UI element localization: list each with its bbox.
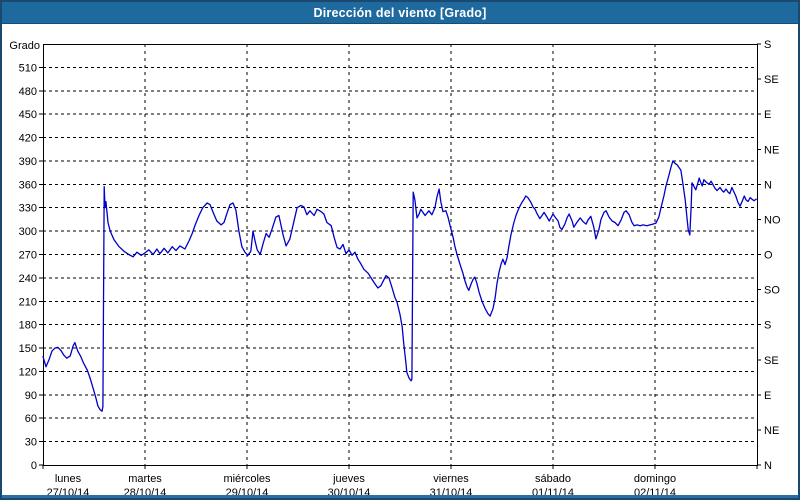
y-tick-label: 240 [19,273,37,285]
y-tick-label: 90 [25,390,37,402]
day-name-label: martes [128,473,162,485]
bottom-frame-strip [2,495,798,498]
y-tick-label: 120 [19,366,37,378]
y-tick-label: 60 [25,413,37,425]
compass-label: S [764,320,771,332]
day-date-label: 27/10/14 [47,487,90,499]
chart-title: Dirección del viento [Grado] [313,5,487,20]
y-tick-label: 420 [19,133,37,145]
wind-direction-line [42,160,757,412]
compass-label: N [764,460,772,472]
day-date-label: 30/10/14 [328,487,371,499]
y-tick-label: 330 [19,203,37,215]
y-axis-title: Grado [9,40,40,52]
compass-label: SO [764,285,780,297]
y-tick-label: 300 [19,226,37,238]
day-date-label: 28/10/14 [124,487,167,499]
day-name-label: domingo [634,473,676,485]
compass-label: O [764,250,773,262]
y-tick-label: 450 [19,109,37,121]
compass-label: E [764,390,771,402]
y-tick-label: 390 [19,156,37,168]
y-tick-label: 0 [31,460,37,472]
y-tick-label: 480 [19,86,37,98]
compass-label: NE [764,144,779,156]
day-name-label: miércoles [223,473,271,485]
compass-label: N [764,179,772,191]
y-tick-label: 180 [19,320,37,332]
day-date-label: 02/11/14 [634,487,676,499]
y-tick-label: 360 [19,179,37,191]
compass-label: NE [764,425,779,437]
day-date-label: 01/11/14 [532,487,574,499]
title-bar: Dirección del viento [Grado] [2,2,798,24]
compass-label: NO [764,214,781,226]
day-name-label: jueves [332,473,365,485]
day-date-label: 31/10/14 [430,487,473,499]
compass-label: SE [764,74,779,86]
y-tick-label: 150 [19,343,37,355]
plot-border [43,44,758,466]
y-tick-label: 210 [19,296,37,308]
day-name-label: sábado [535,473,571,485]
day-date-label: 29/10/14 [226,487,269,499]
day-name-label: lunes [55,473,82,485]
y-tick-label: 30 [25,437,37,449]
compass-label: SE [764,355,779,367]
y-tick-label: 270 [19,250,37,262]
y-tick-label: 510 [19,62,37,74]
compass-label: E [764,109,771,121]
compass-label: S [764,39,771,51]
day-name-label: viernes [433,473,469,485]
